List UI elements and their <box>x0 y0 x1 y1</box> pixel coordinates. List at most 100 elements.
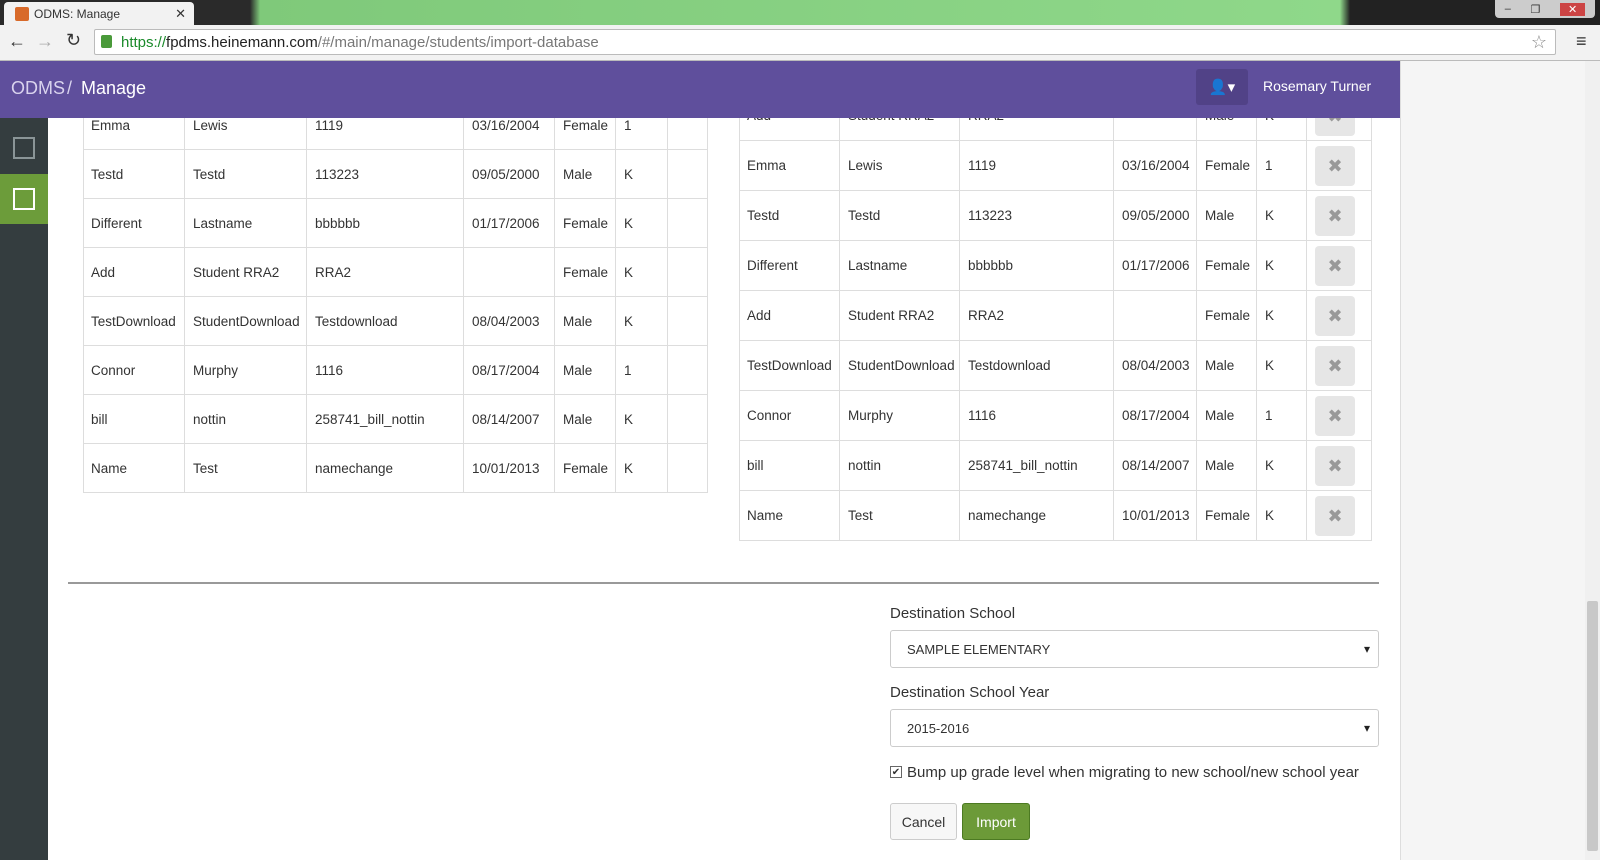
table-cell: bbbbbb <box>307 199 464 248</box>
favicon <box>15 7 29 21</box>
table-cell: Murphy <box>840 391 960 441</box>
remove-button[interactable]: ✖ <box>1315 496 1355 536</box>
table-cell: Female <box>555 101 616 150</box>
table-cell: Lewis <box>840 141 960 191</box>
remove-button[interactable]: ✖ <box>1315 446 1355 486</box>
divider <box>68 582 1379 584</box>
user-menu[interactable]: 👤▾ <box>1196 69 1248 105</box>
table-cell: ✖ <box>1307 291 1372 341</box>
table-cell: bill <box>83 395 185 444</box>
table-cell <box>464 248 555 297</box>
table-cell: bill <box>739 441 840 491</box>
table-cell: 09/05/2000 <box>1114 191 1197 241</box>
scrollbar[interactable] <box>1585 61 1600 860</box>
user-name[interactable]: Rosemary Turner <box>1263 78 1372 94</box>
table-cell: Female <box>555 199 616 248</box>
school-select[interactable]: SAMPLE ELEMENTARY <box>890 630 1379 668</box>
navbar: ODMS / Manage 👤▾ Rosemary Turner <box>0 61 1400 118</box>
menu-button[interactable]: ≡ <box>1576 31 1587 51</box>
brand[interactable]: ODMS <box>11 78 65 98</box>
table-cell: Different <box>739 241 840 291</box>
school-label: Destination School <box>890 605 1016 622</box>
bump-label[interactable]: Bump up grade level when migrating to ne… <box>907 764 1359 781</box>
table-cell: Lastname <box>840 241 960 291</box>
table-cell: ✖ <box>1307 391 1372 441</box>
table-cell: Male <box>555 395 616 444</box>
table-cell: Testdownload <box>960 341 1114 391</box>
table-cell: ✖ <box>1307 491 1372 541</box>
import-button[interactable]: Import <box>962 803 1030 840</box>
tab-strip: ODMS: Manage ✕ – ❐ ✕ <box>0 0 1600 25</box>
table-cell <box>668 150 708 199</box>
back-button[interactable]: ← <box>8 31 26 51</box>
table-cell: Add <box>739 291 840 341</box>
table-cell: Murphy <box>185 346 307 395</box>
table-cell: K <box>1257 491 1307 541</box>
remove-button[interactable]: ✖ <box>1315 246 1355 286</box>
year-value: 2015-2016 <box>907 720 970 736</box>
table-cell: ✖ <box>1307 441 1372 491</box>
table-cell: K <box>1257 441 1307 491</box>
remove-button[interactable]: ✖ <box>1315 346 1355 386</box>
table-cell: 258741_bill_nottin <box>307 395 464 444</box>
table-cell: Emma <box>83 101 185 150</box>
table-cell: 1119 <box>960 141 1114 191</box>
table-cell: K <box>1257 341 1307 391</box>
table-cell: Connor <box>739 391 840 441</box>
table-cell: 08/17/2004 <box>1114 391 1197 441</box>
table-cell: K <box>1257 291 1307 341</box>
table-cell: Testd <box>83 150 185 199</box>
table-cell: Testd <box>185 150 307 199</box>
manage-nav[interactable] <box>0 174 48 224</box>
table-border <box>83 101 708 493</box>
bump-checkbox[interactable]: ✔ <box>890 766 902 778</box>
table-cell: 03/16/2004 <box>1114 141 1197 191</box>
table-cell: TestDownload <box>83 297 185 346</box>
table-cell: Different <box>83 199 185 248</box>
breadcrumb-separator: / <box>67 78 73 98</box>
table-cell: Testd <box>840 191 960 241</box>
table-cell: K <box>616 297 668 346</box>
table-cell <box>668 444 708 493</box>
reports-nav[interactable] <box>0 124 48 172</box>
table-cell: nottin <box>185 395 307 444</box>
table-cell: Male <box>1197 441 1257 491</box>
toolbar: ← → ↻ https://fpdms.heinemann.com/#/main… <box>0 25 1600 61</box>
window-controls[interactable]: – ❐ ✕ <box>1495 0 1595 18</box>
year-select[interactable]: 2015-2016 <box>890 709 1379 747</box>
tab-close[interactable]: ✕ <box>175 5 186 21</box>
url-scheme: https:// <box>121 33 167 51</box>
table-cell: K <box>616 444 668 493</box>
table-cell: StudentDownload <box>185 297 307 346</box>
table-cell: K <box>616 395 668 444</box>
table-cell: Student RRA2 <box>185 248 307 297</box>
table-cell: Test <box>840 491 960 541</box>
table-cell: ✖ <box>1307 341 1372 391</box>
table-cell: Male <box>555 150 616 199</box>
remove-button[interactable]: ✖ <box>1315 146 1355 186</box>
table-cell: 10/01/2013 <box>1114 491 1197 541</box>
forward-button[interactable]: → <box>36 31 54 51</box>
table-cell: Name <box>739 491 840 541</box>
scroll-thumb[interactable] <box>1587 601 1598 851</box>
table-cell: Female <box>555 248 616 297</box>
address-bar[interactable]: https://fpdms.heinemann.com/#/main/manag… <box>94 29 1556 55</box>
remove-button[interactable]: ✖ <box>1315 196 1355 236</box>
table-cell: Female <box>555 444 616 493</box>
table-cell: Female <box>1197 141 1257 191</box>
bookmark-star[interactable]: ☆ <box>1530 31 1547 52</box>
table-cell: 01/17/2006 <box>464 199 555 248</box>
table-cell: ✖ <box>1307 241 1372 291</box>
remove-button[interactable]: ✖ <box>1315 396 1355 436</box>
cancel-button[interactable]: Cancel <box>890 803 957 840</box>
reload-button[interactable]: ↻ <box>66 30 82 50</box>
table-cell <box>668 395 708 444</box>
table-cell: 08/17/2004 <box>464 346 555 395</box>
table-cell: Male <box>1197 191 1257 241</box>
table-cell: 08/04/2003 <box>1114 341 1197 391</box>
table-cell: 1 <box>1257 141 1307 191</box>
remove-button[interactable]: ✖ <box>1315 296 1355 336</box>
table-cell: 1 <box>616 346 668 395</box>
table-cell: Student RRA2 <box>840 291 960 341</box>
tab[interactable]: ODMS: Manage ✕ <box>4 2 194 25</box>
